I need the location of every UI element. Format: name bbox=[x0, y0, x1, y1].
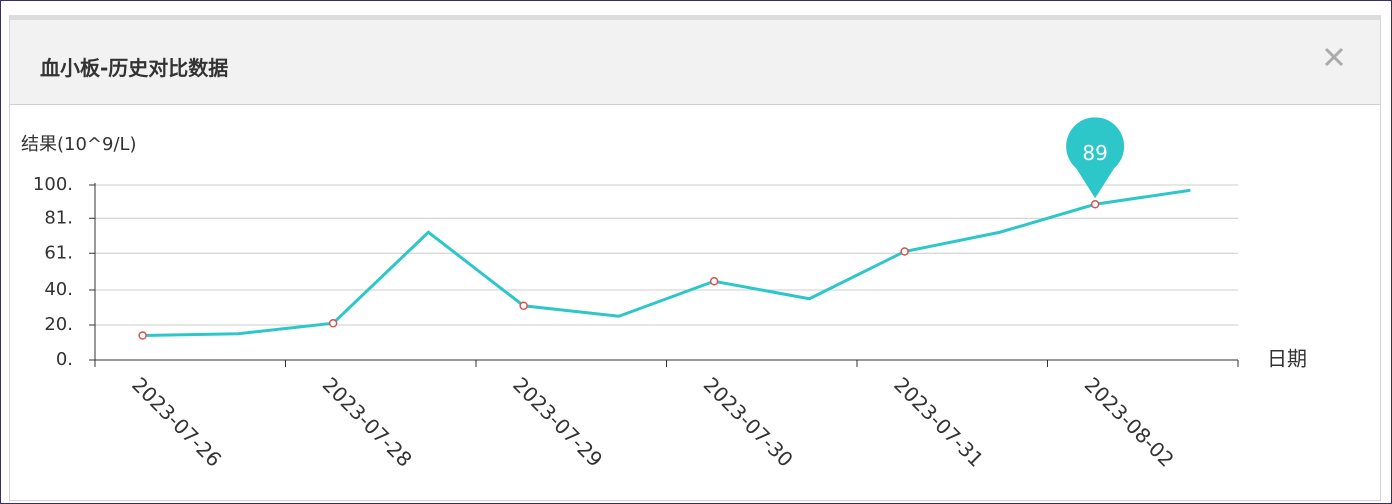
x-tick-label: 2023-07-30 bbox=[699, 372, 798, 471]
dialog-title: 血小板-历史对比数据 bbox=[40, 56, 229, 80]
x-tick-label: 2023-07-26 bbox=[127, 372, 226, 471]
dialog: 血小板-历史对比数据 bbox=[9, 15, 1381, 501]
point bbox=[138, 331, 147, 340]
dialog-header: 血小板-历史对比数据 bbox=[10, 20, 1380, 105]
y-tick-label: 100. bbox=[33, 174, 73, 195]
point bbox=[519, 301, 528, 310]
line bbox=[142, 188, 1191, 337]
close-button[interactable] bbox=[1324, 47, 1344, 67]
x-tick-label: 2023-07-31 bbox=[889, 372, 988, 471]
point bbox=[900, 247, 909, 256]
x-tick-label: 2023-07-28 bbox=[318, 372, 417, 471]
y-tick-label: 0. bbox=[56, 349, 73, 370]
x-axis-label: 日期 bbox=[1267, 347, 1307, 371]
marker-pin bbox=[1066, 117, 1125, 199]
x-tick-label: 2023-07-29 bbox=[508, 372, 607, 471]
y-tick-label: 81. bbox=[44, 207, 73, 228]
y-tick-label: 20. bbox=[44, 314, 73, 335]
y-axis-label: 结果(10^9/L) bbox=[21, 134, 137, 155]
value-label: 89 bbox=[1082, 141, 1107, 165]
point bbox=[328, 319, 338, 328]
y-tick-label: 61. bbox=[44, 242, 73, 263]
point bbox=[1090, 200, 1100, 209]
point bbox=[709, 277, 719, 286]
x-tick-label: 2023-08-02 bbox=[1080, 372, 1179, 471]
y-tick-label: 40. bbox=[44, 279, 73, 300]
